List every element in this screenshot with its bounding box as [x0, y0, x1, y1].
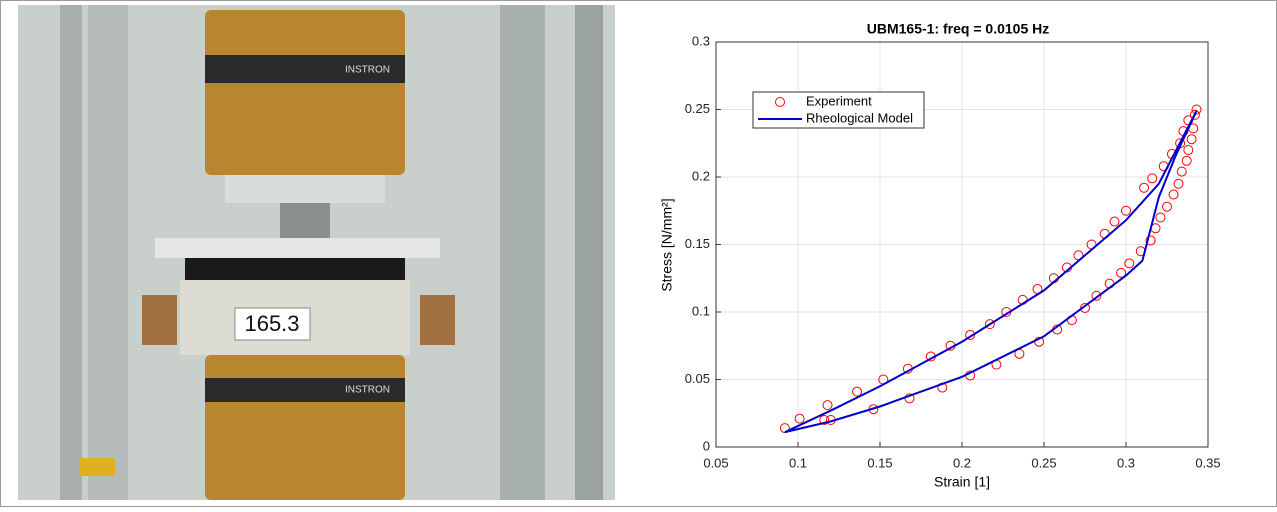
y-axis-label: Stress [N/mm²] [659, 198, 675, 291]
data-point [984, 319, 995, 330]
sensor [420, 295, 455, 345]
x-axis-label: Strain [1] [934, 474, 990, 490]
data-point [1162, 201, 1172, 212]
data-point [1121, 205, 1131, 216]
lower-cylinder [205, 355, 405, 500]
data-point [1191, 104, 1202, 115]
data-point [779, 423, 790, 434]
data-point [1091, 290, 1102, 301]
data-point [822, 400, 833, 411]
x-tick-label: 0.25 [1031, 455, 1056, 470]
y-tick-label: 0.1 [692, 303, 710, 318]
column [88, 5, 128, 500]
y-tick-label: 0.25 [685, 101, 710, 116]
clamp-ring [80, 458, 115, 476]
label-card [234, 307, 311, 341]
specimen-label: 165.3 [244, 311, 299, 336]
data-point [1080, 302, 1090, 313]
column [500, 5, 545, 500]
shaft [280, 203, 330, 238]
data-point [1181, 155, 1192, 166]
model-line [784, 110, 1198, 434]
y-tick-label: 0.3 [692, 33, 710, 48]
legend-marker [775, 97, 785, 107]
sensor [142, 295, 177, 345]
data-point [1176, 166, 1187, 177]
data-point [1116, 267, 1127, 278]
band [205, 55, 405, 83]
legend-label: Experiment [806, 93, 872, 108]
plate [155, 238, 440, 258]
x-tick-label: 0.3 [1117, 455, 1135, 470]
data-point [1109, 216, 1120, 227]
column [60, 5, 82, 500]
y-tick-label: 0 [703, 438, 710, 453]
brand-label: INSTRON [345, 65, 390, 76]
data-point [1186, 134, 1197, 145]
x-tick-label: 0.05 [703, 455, 728, 470]
platen [225, 175, 385, 203]
data-point [1168, 189, 1179, 200]
x-tick-label: 0.2 [953, 455, 971, 470]
axes-box [715, 41, 1209, 448]
specimen [185, 258, 405, 280]
data-point [794, 413, 805, 424]
data-point [852, 386, 863, 397]
brand-label: INSTRON [345, 385, 390, 396]
legend-label: Rheological Model [806, 110, 913, 125]
data-point [1145, 235, 1156, 246]
data-point [1147, 173, 1158, 184]
y-tick-label: 0.05 [685, 371, 710, 386]
chart-title: UBM165-1: freq = 0.0105 Hz [867, 21, 1049, 37]
data-point [965, 329, 976, 340]
y-tick-label: 0.15 [685, 236, 710, 251]
band [205, 378, 405, 402]
data-point [1155, 212, 1166, 223]
x-tick-label: 0.15 [867, 455, 892, 470]
data-point [1139, 182, 1150, 193]
x-tick-label: 0.1 [789, 455, 807, 470]
data-point [1173, 178, 1184, 189]
data-point [819, 415, 830, 425]
data-point [1189, 109, 1200, 120]
data-point [1124, 258, 1135, 269]
x-tick-label: 0.35 [1195, 455, 1220, 470]
upper-cylinder [205, 10, 405, 175]
y-tick-label: 0.2 [692, 168, 710, 183]
column [575, 5, 603, 500]
data-point [1183, 145, 1194, 155]
photo: INSTRON 165.3 INSTRON [18, 5, 615, 500]
